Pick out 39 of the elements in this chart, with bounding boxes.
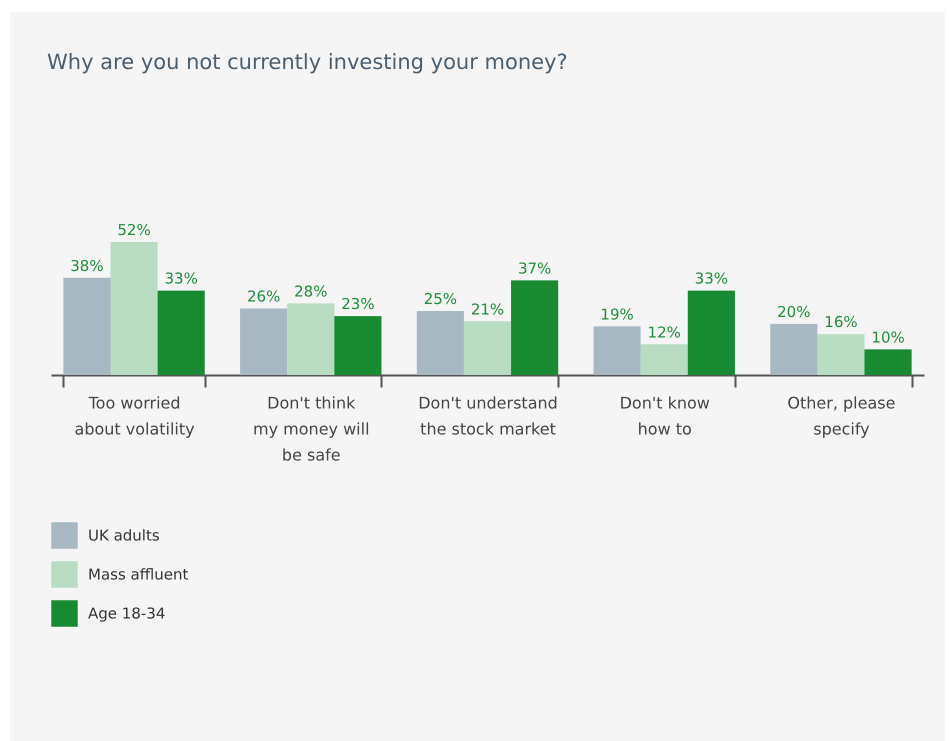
data-label: 12% bbox=[648, 323, 681, 342]
data-label: 10% bbox=[871, 328, 905, 346]
data-label: 52% bbox=[117, 221, 151, 239]
data-label: 33% bbox=[164, 270, 198, 288]
bar bbox=[864, 349, 912, 375]
data-label: 37% bbox=[518, 259, 552, 278]
bar bbox=[416, 311, 464, 375]
data-label: 33% bbox=[694, 270, 728, 288]
bar bbox=[63, 278, 110, 375]
data-label: 16% bbox=[824, 313, 858, 332]
x-tick-label: Other, please specify bbox=[787, 394, 896, 438]
bar bbox=[594, 326, 641, 375]
bar bbox=[464, 321, 512, 375]
chart-title: Why are you not currently investing your money? bbox=[47, 50, 568, 74]
bar bbox=[158, 290, 205, 375]
data-label: 38% bbox=[70, 256, 104, 275]
bar bbox=[287, 303, 334, 375]
data-label: 20% bbox=[777, 302, 810, 321]
data-label: 26% bbox=[246, 288, 280, 306]
x-tick-label: Too worried about volatility bbox=[74, 394, 195, 438]
legend-label: UK adults bbox=[88, 526, 160, 544]
bar bbox=[770, 324, 818, 375]
legend-label: Age 18-34 bbox=[88, 604, 166, 622]
bar bbox=[640, 344, 688, 375]
bar bbox=[240, 308, 288, 375]
data-label: 21% bbox=[470, 300, 504, 318]
x-tick-label: Don't think my money will be safe bbox=[253, 394, 370, 464]
x-tick-label: Don't understand the stock market bbox=[418, 394, 558, 438]
data-label: 25% bbox=[424, 290, 458, 308]
data-label: 23% bbox=[341, 295, 375, 314]
bar bbox=[110, 242, 158, 375]
legend-label: Mass affluent bbox=[88, 566, 188, 584]
x-tick-label: Don't know how to bbox=[620, 394, 710, 438]
data-label: 28% bbox=[294, 282, 328, 300]
bar bbox=[334, 316, 382, 375]
bar bbox=[688, 290, 735, 375]
bar bbox=[817, 334, 865, 375]
bar bbox=[511, 280, 558, 375]
data-label: 19% bbox=[600, 305, 634, 324]
